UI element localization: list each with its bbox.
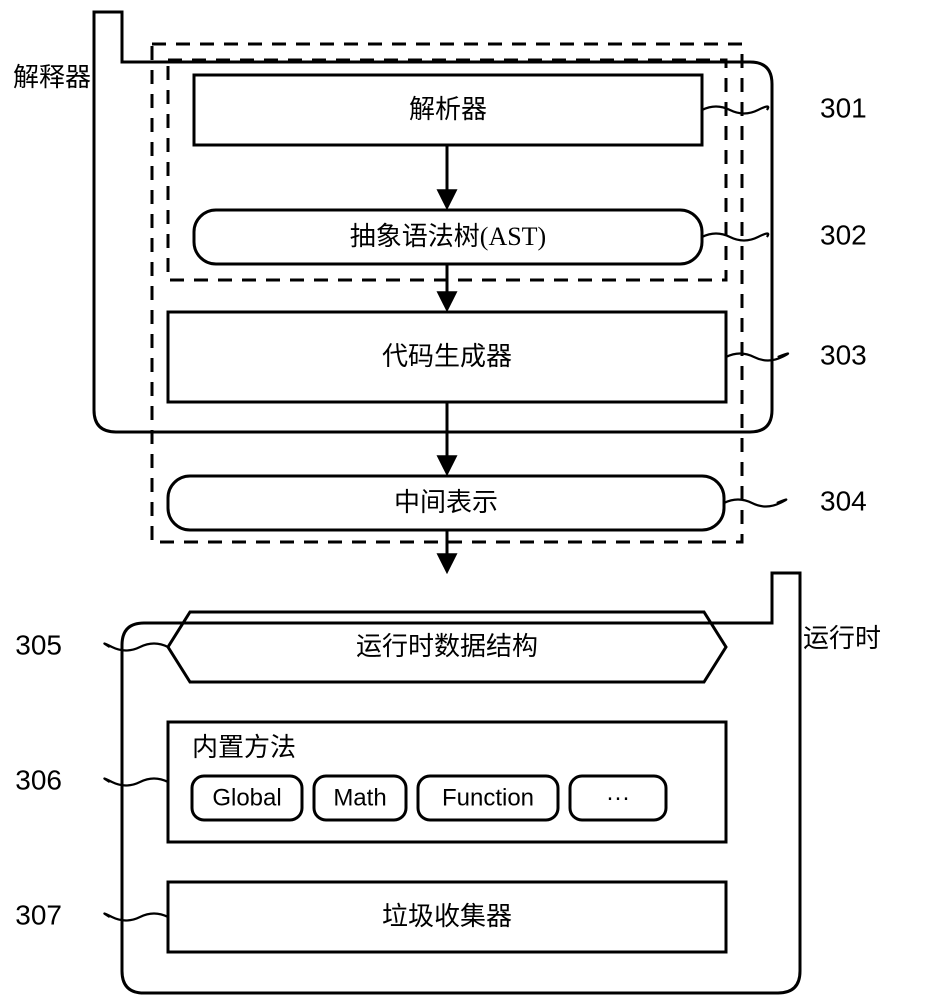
- ref-303-leader: [726, 354, 788, 361]
- builtin-item-text-1: Math: [333, 784, 386, 811]
- ref-305-leader: [104, 644, 168, 651]
- rtdata-text: 运行时数据结构: [356, 632, 538, 661]
- runtime-label: 运行时: [803, 624, 881, 653]
- gc-text: 垃圾收集器: [382, 902, 512, 931]
- ref-302-text: 302: [820, 219, 867, 250]
- builtin-item-text-3: ···: [606, 784, 630, 811]
- diagram-root: 解释器运行时 解析器抽象语法树(AST) 代码生成器中间表示运行时数据结构内置方法 G…: [0, 0, 927, 1000]
- builtin-title: 内置方法: [192, 733, 296, 762]
- parser-text: 解析器: [409, 95, 487, 124]
- ref-301-leader: [702, 107, 768, 114]
- builtin-item-text-2: Function: [442, 784, 534, 811]
- ref-303-text: 303: [820, 339, 867, 370]
- ref-307-text: 307: [15, 899, 62, 930]
- ref-304-text: 304: [820, 485, 867, 516]
- ref-306-text: 306: [15, 764, 62, 795]
- ref-301-text: 301: [820, 92, 867, 123]
- ir-text: 中间表示: [394, 488, 498, 517]
- builtin-item-text-0: Global: [212, 784, 281, 811]
- ref-304-leader: [724, 500, 786, 507]
- interpreter-label: 解释器: [13, 63, 91, 92]
- codegen-text: 代码生成器: [382, 342, 512, 371]
- ref-302-leader: [702, 234, 768, 241]
- ref-305-text: 305: [15, 629, 62, 660]
- ref-306-leader: [104, 779, 168, 786]
- ast-text: 抽象语法树(AST): [350, 222, 546, 251]
- ref-307-leader: [104, 914, 168, 921]
